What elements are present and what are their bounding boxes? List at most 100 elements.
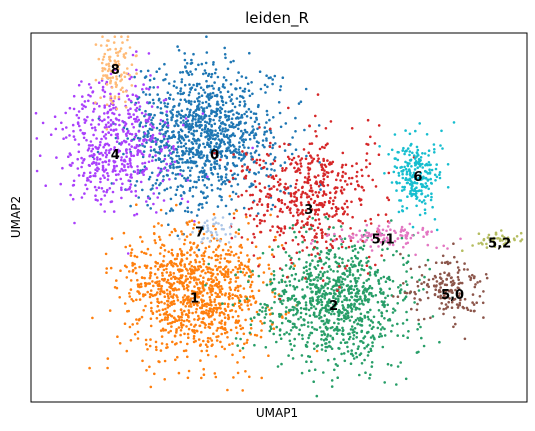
point <box>315 349 319 353</box>
point <box>121 182 124 186</box>
point <box>341 163 344 167</box>
point <box>212 250 215 254</box>
point <box>286 155 290 159</box>
point <box>164 307 167 311</box>
point <box>215 107 219 111</box>
point <box>283 142 286 146</box>
point <box>478 280 482 283</box>
point <box>235 97 239 100</box>
point <box>181 313 184 316</box>
point <box>266 113 269 117</box>
point <box>418 176 422 180</box>
point <box>234 326 238 329</box>
point <box>204 135 207 139</box>
point <box>156 304 160 308</box>
point <box>415 186 418 189</box>
point <box>405 206 409 210</box>
point <box>362 244 366 248</box>
point <box>303 176 307 179</box>
point <box>365 256 369 260</box>
point <box>102 55 106 59</box>
point <box>254 132 257 135</box>
point <box>413 181 417 185</box>
point <box>140 276 144 280</box>
point <box>271 248 274 251</box>
point <box>415 192 418 195</box>
point <box>184 349 188 352</box>
point <box>209 151 212 154</box>
point <box>226 270 230 274</box>
point <box>90 162 94 165</box>
point <box>316 213 320 216</box>
point <box>124 100 127 104</box>
point <box>205 305 208 308</box>
point <box>310 360 313 364</box>
point <box>227 317 230 321</box>
point <box>338 256 341 260</box>
point <box>114 169 117 173</box>
point <box>291 326 295 329</box>
point <box>471 301 474 304</box>
point <box>294 235 298 239</box>
point <box>377 309 381 312</box>
point <box>326 183 330 187</box>
point <box>225 259 229 263</box>
point <box>123 322 127 326</box>
point <box>210 72 214 76</box>
point <box>328 215 331 218</box>
point <box>320 303 324 307</box>
point <box>340 166 344 169</box>
point <box>427 149 431 152</box>
point <box>254 301 257 305</box>
point <box>199 343 202 347</box>
point <box>438 173 441 176</box>
point <box>96 150 100 154</box>
point <box>324 127 328 130</box>
cluster-3-points <box>213 93 416 301</box>
point <box>339 190 343 193</box>
point <box>168 292 172 296</box>
point <box>270 207 273 211</box>
point <box>207 229 210 232</box>
point <box>317 295 321 298</box>
point <box>143 264 147 268</box>
point <box>307 200 310 204</box>
point <box>147 196 150 200</box>
point <box>266 304 269 307</box>
point <box>193 139 197 143</box>
point <box>482 316 485 319</box>
point <box>251 193 254 197</box>
point <box>416 148 420 152</box>
point <box>135 68 138 72</box>
point <box>93 107 96 111</box>
point <box>235 276 238 280</box>
point <box>318 147 322 151</box>
point <box>170 300 174 304</box>
point <box>471 293 475 296</box>
point <box>214 221 218 224</box>
point <box>219 240 222 243</box>
point <box>231 268 235 272</box>
point <box>322 330 325 333</box>
point <box>81 95 84 98</box>
point <box>420 176 424 180</box>
point <box>236 183 240 186</box>
point <box>88 366 91 370</box>
point <box>272 327 276 331</box>
point <box>49 133 53 136</box>
point <box>246 338 249 342</box>
point <box>308 142 312 146</box>
point <box>104 252 108 256</box>
point <box>186 210 190 213</box>
point <box>409 179 412 182</box>
point <box>235 111 239 114</box>
point <box>182 287 186 291</box>
point <box>202 317 205 320</box>
point <box>228 138 232 142</box>
point <box>435 163 439 166</box>
point <box>326 287 330 290</box>
point <box>206 175 209 178</box>
point <box>341 311 344 314</box>
point <box>314 114 317 118</box>
point <box>415 197 418 201</box>
